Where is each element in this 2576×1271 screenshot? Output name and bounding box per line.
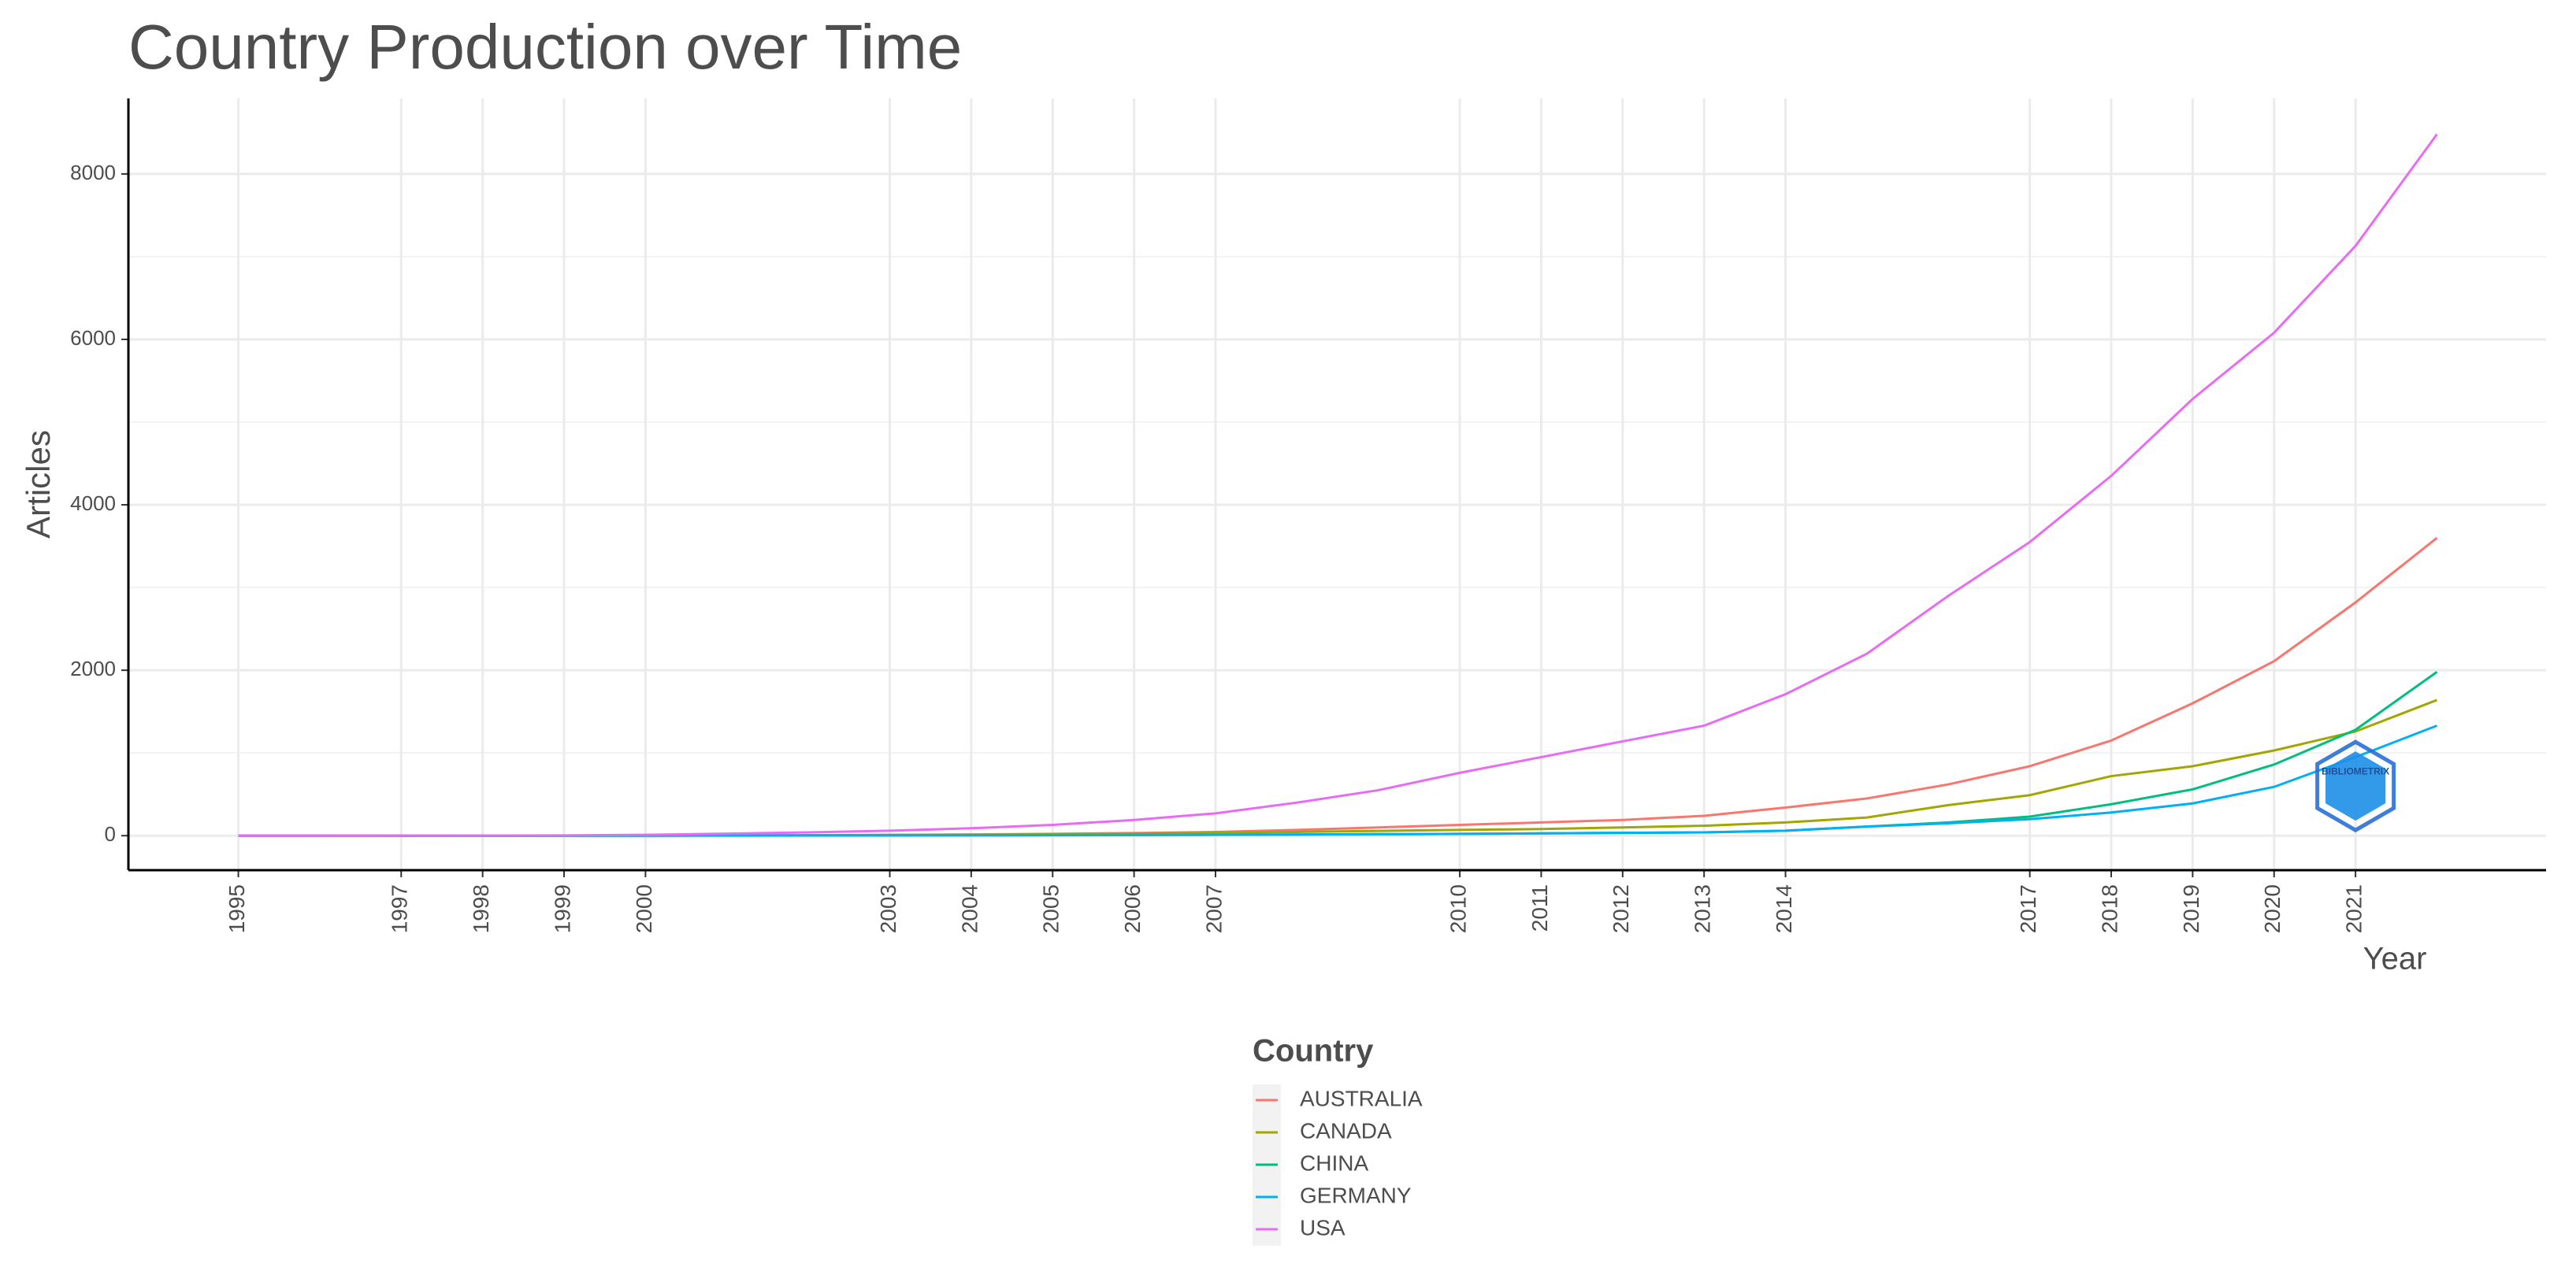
chart-title: Country Production over Time — [128, 12, 962, 82]
x-axis-label: Year — [2363, 942, 2427, 976]
y-tick-label: 2000 — [70, 657, 116, 680]
x-tick-label: 2019 — [2179, 884, 2203, 933]
watermark-text: BIBLIOMETRIX — [2322, 765, 2389, 776]
x-tick-label: 1999 — [550, 884, 574, 933]
x-tick-label: 2003 — [876, 884, 900, 933]
legend-title: Country — [1253, 1034, 1374, 1069]
legend-label: CANADA — [1300, 1118, 1392, 1143]
y-axis-label: Articles — [20, 430, 57, 539]
x-tick-label: 2005 — [1039, 884, 1063, 933]
x-tick-label: 2010 — [1446, 884, 1470, 933]
series-line — [238, 536, 2438, 837]
series-line — [238, 698, 2438, 837]
x-tick-label: 1998 — [469, 884, 493, 933]
legend-label: USA — [1300, 1215, 1346, 1240]
legend-label: GERMANY — [1300, 1183, 1412, 1207]
y-tick-label: 6000 — [70, 326, 116, 350]
y-tick-label: 4000 — [70, 491, 116, 515]
legend-label: AUSTRALIA — [1300, 1086, 1423, 1110]
x-tick-label: 2004 — [957, 884, 982, 933]
x-tick-label: 2011 — [1527, 884, 1552, 932]
x-tick-label: 2018 — [2097, 884, 2121, 933]
x-tick-label: 2000 — [632, 884, 656, 933]
series-line — [238, 133, 2438, 837]
x-tick-label: 2021 — [2342, 884, 2366, 933]
x-tick-label: 2013 — [1691, 884, 1715, 933]
x-tick-label: 1997 — [388, 884, 412, 933]
y-tick-label: 8000 — [70, 161, 116, 184]
y-tick-label: 0 — [105, 822, 116, 846]
x-tick-label: 2012 — [1609, 884, 1633, 933]
x-tick-label: 2017 — [2016, 884, 2040, 933]
series-line — [238, 671, 2438, 837]
legend-label: CHINA — [1300, 1151, 1368, 1175]
x-tick-label: 2020 — [2260, 884, 2285, 933]
x-tick-label: 1995 — [225, 884, 249, 933]
x-tick-label: 2014 — [1772, 884, 1796, 933]
watermark-hex-inner — [2325, 751, 2386, 821]
x-tick-label: 2006 — [1120, 884, 1145, 933]
x-tick-label: 2007 — [1201, 884, 1226, 933]
watermark-hex — [2315, 739, 2396, 833]
watermark: BIBLIOMETRIX — [2315, 739, 2396, 833]
